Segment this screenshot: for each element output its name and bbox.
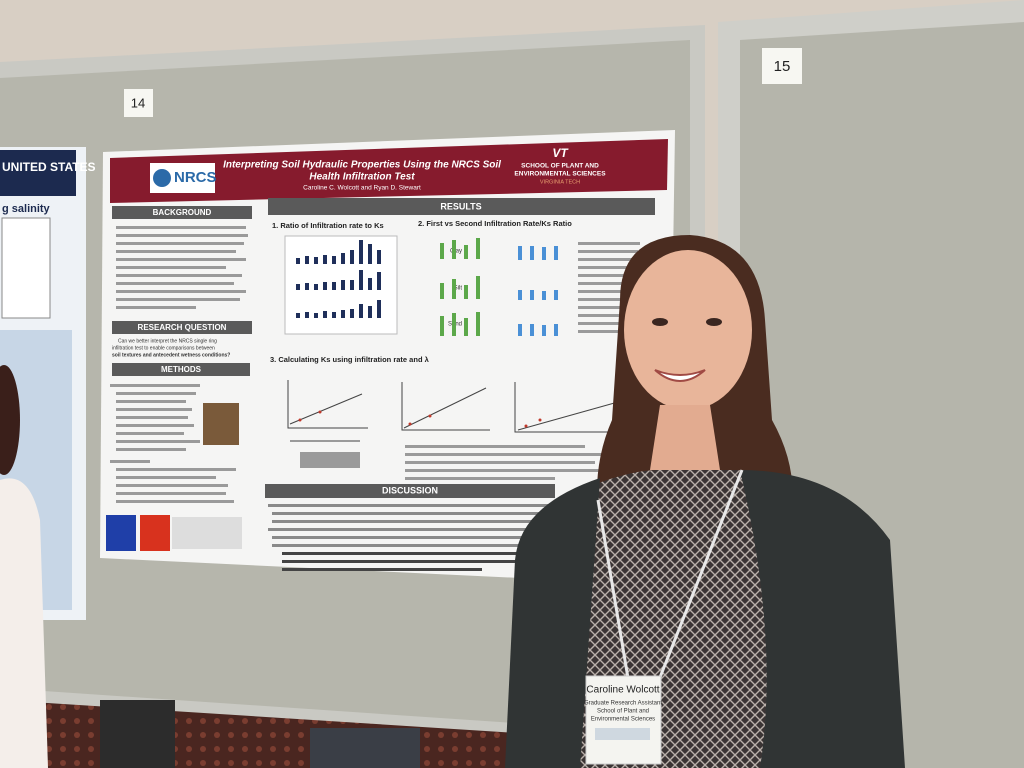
- result-heading: 2. First vs Second Infiltration Rate/Ks …: [418, 219, 572, 228]
- section-title: RESULTS: [440, 201, 481, 211]
- figure-bars: [296, 240, 381, 318]
- badge-line: School of Plant and: [597, 709, 649, 715]
- body-text: [578, 242, 640, 333]
- school: ENVIRONMENTAL SCIENCES: [514, 171, 606, 178]
- section-title: DISCUSSION: [382, 485, 438, 495]
- section-bar: [112, 321, 252, 334]
- eye: [706, 318, 722, 326]
- visitor-shirt: [0, 478, 48, 768]
- badge-line: Environmental Sciences: [591, 717, 655, 723]
- sign-number: 14: [131, 95, 145, 110]
- question-text: soil textures and antecedent wetness con…: [112, 352, 230, 358]
- question-text: Can we better interpret the NRCS single …: [118, 338, 217, 344]
- logo-text: NRCS: [174, 169, 217, 186]
- badge-line: Graduate Research Assistant: [584, 701, 662, 707]
- body-text: [116, 226, 248, 309]
- result-heading: 1. Ratio of Infiltration rate to Ks: [272, 221, 384, 230]
- smile: [654, 369, 706, 382]
- figure-bars: [518, 246, 558, 336]
- sign: [762, 48, 802, 84]
- section-title: RESEARCH QUESTION: [138, 323, 227, 332]
- section-bar: [265, 484, 555, 498]
- badge-logo: [595, 728, 650, 740]
- logo-mark: [153, 169, 171, 187]
- university: VIRGINIA TECH: [540, 179, 580, 185]
- poster-header: [0, 150, 76, 196]
- visitor-legs: [100, 700, 175, 768]
- scatter-figure: [287, 380, 620, 433]
- section-title: BACKGROUND: [153, 208, 212, 217]
- eye: [652, 318, 668, 326]
- figure-bars: [440, 238, 480, 336]
- face: [624, 250, 752, 410]
- section-bar: [112, 363, 250, 376]
- vt-logo: VT: [552, 146, 569, 160]
- body-text: [110, 384, 236, 503]
- scatter-points: [298, 410, 542, 428]
- map-figure: [106, 515, 136, 551]
- question-text: infiltration test to enable comparisons …: [112, 345, 215, 351]
- sign-number: 15: [774, 58, 791, 75]
- texture-label: Silt: [454, 286, 463, 292]
- section-bar: [268, 198, 655, 215]
- visitor-hair: [0, 365, 20, 475]
- body-text: [290, 440, 605, 480]
- visitor-legs: [310, 728, 420, 768]
- poster-banner: [110, 139, 668, 203]
- section-bar: [112, 206, 252, 219]
- method-photo: [203, 403, 239, 445]
- sign: [124, 89, 153, 117]
- body-text: [268, 504, 548, 571]
- table-figure: [172, 517, 242, 549]
- lanyard: [596, 469, 744, 691]
- cardigan: [505, 478, 600, 768]
- result-heading: 3. Calculating Ks using infiltration rat…: [270, 355, 430, 364]
- header-text: UNITED STATES: [2, 160, 96, 174]
- section-title: METHODS: [161, 365, 202, 374]
- map-figure: [140, 515, 170, 551]
- caption: g salinity: [2, 203, 51, 215]
- neck: [650, 405, 720, 470]
- cardigan: [740, 470, 905, 768]
- authors: Caroline C. Wolcott and Ryan D. Stewart: [303, 185, 421, 192]
- name-badge: [585, 675, 662, 765]
- map-image: [1, 217, 51, 319]
- school: SCHOOL OF PLANT AND: [521, 163, 599, 170]
- badge-name: Caroline Wolcott: [586, 685, 659, 696]
- poster-title: Health Infiltration Test: [309, 172, 415, 183]
- poster-title: Interpreting Soil Hydraulic Properties U…: [223, 160, 501, 171]
